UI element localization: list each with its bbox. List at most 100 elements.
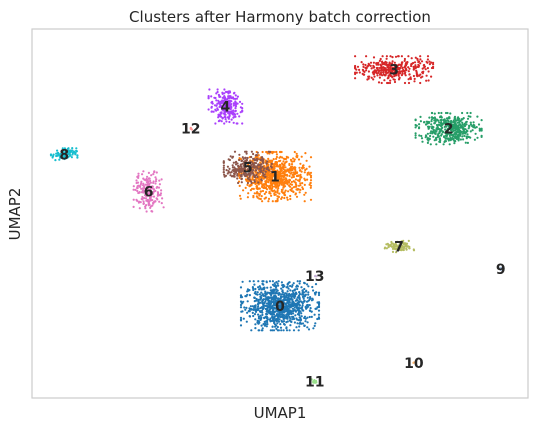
cell-point <box>145 210 148 213</box>
cell-point <box>426 141 429 144</box>
cell-point <box>458 128 461 131</box>
cell-point <box>250 155 253 159</box>
cell-point <box>313 324 316 327</box>
cell-point <box>372 78 375 81</box>
cell-point <box>251 305 254 308</box>
cell-point <box>389 79 392 82</box>
cell-point <box>299 316 302 319</box>
cell-point <box>461 135 464 138</box>
cell-point <box>295 326 298 329</box>
cell-point <box>453 116 456 119</box>
cell-point <box>378 59 381 63</box>
cell-point <box>277 187 280 190</box>
cell-point <box>463 124 466 127</box>
cell-point <box>280 281 283 284</box>
cell-point <box>229 155 232 158</box>
cell-point <box>288 162 291 166</box>
cell-point <box>394 247 397 250</box>
cell-point <box>211 102 214 105</box>
cell-point <box>420 137 424 140</box>
cell-point <box>471 125 474 128</box>
cell-point <box>290 320 293 323</box>
cell-point <box>437 127 440 131</box>
cell-point <box>373 75 376 78</box>
cell-point <box>252 280 255 283</box>
cell-point <box>272 300 275 303</box>
cell-point <box>297 184 301 187</box>
cell-point <box>297 294 301 297</box>
cell-point <box>276 313 279 316</box>
cell-point <box>401 66 404 70</box>
cell-point <box>362 65 365 68</box>
cell-point <box>261 200 264 203</box>
cell-point <box>435 138 438 141</box>
cell-point <box>284 166 287 169</box>
cell-point <box>427 79 430 82</box>
cell-point <box>286 310 289 314</box>
cell-point <box>391 66 394 69</box>
cell-point <box>240 310 243 313</box>
cell-point <box>287 299 290 302</box>
cell-point <box>458 126 462 129</box>
cell-point <box>403 69 406 72</box>
cell-point <box>412 361 415 364</box>
cell-point <box>271 187 274 190</box>
cell-point <box>298 280 302 283</box>
cell-point <box>229 171 232 174</box>
cell-point <box>252 187 255 190</box>
cell-point <box>244 156 247 159</box>
cell-point <box>254 327 257 330</box>
cell-point <box>234 94 237 97</box>
cell-point <box>268 190 271 193</box>
cell-point <box>287 296 290 299</box>
cell-point <box>235 171 238 174</box>
cell-point <box>228 106 231 109</box>
cell-point <box>223 173 226 176</box>
cell-point <box>210 95 213 98</box>
cell-point <box>151 210 154 213</box>
cell-point <box>303 183 306 186</box>
cell-point <box>396 240 399 243</box>
cell-point <box>297 174 300 177</box>
cell-point <box>310 310 313 313</box>
cell-point <box>464 121 467 124</box>
cell-point <box>238 184 241 187</box>
cell-point <box>144 192 147 195</box>
cell-point <box>285 307 288 310</box>
cell-point <box>398 76 401 79</box>
cell-point <box>275 296 278 300</box>
cell-point <box>225 169 228 172</box>
cell-point <box>141 195 144 199</box>
cell-point <box>223 88 226 91</box>
cell-point <box>394 245 397 248</box>
cell-point <box>313 313 316 316</box>
cell-point <box>295 174 298 178</box>
cell-point <box>144 190 147 193</box>
cell-point <box>432 63 435 66</box>
cell-point <box>254 318 257 321</box>
cell-point <box>394 70 398 74</box>
cell-point <box>240 181 243 184</box>
cell-point <box>317 309 321 312</box>
cluster-7-points <box>383 239 416 254</box>
cell-point <box>437 132 440 135</box>
cell-point <box>152 181 155 184</box>
cell-point <box>392 71 395 74</box>
cell-point <box>155 186 158 189</box>
cell-point <box>282 185 285 189</box>
cell-point <box>376 68 379 71</box>
cell-point <box>460 124 463 127</box>
cell-point <box>142 177 145 180</box>
cell-point <box>215 104 218 107</box>
cell-point <box>239 303 243 307</box>
cell-point <box>388 64 391 67</box>
cluster-label-3: 3 <box>389 63 399 79</box>
cell-point <box>287 287 290 290</box>
cell-point <box>136 185 139 188</box>
cell-point <box>430 111 433 115</box>
cell-point <box>51 155 55 158</box>
cell-point <box>310 378 313 381</box>
cell-point <box>245 320 248 323</box>
cell-point <box>207 96 210 99</box>
cell-point <box>316 301 319 304</box>
